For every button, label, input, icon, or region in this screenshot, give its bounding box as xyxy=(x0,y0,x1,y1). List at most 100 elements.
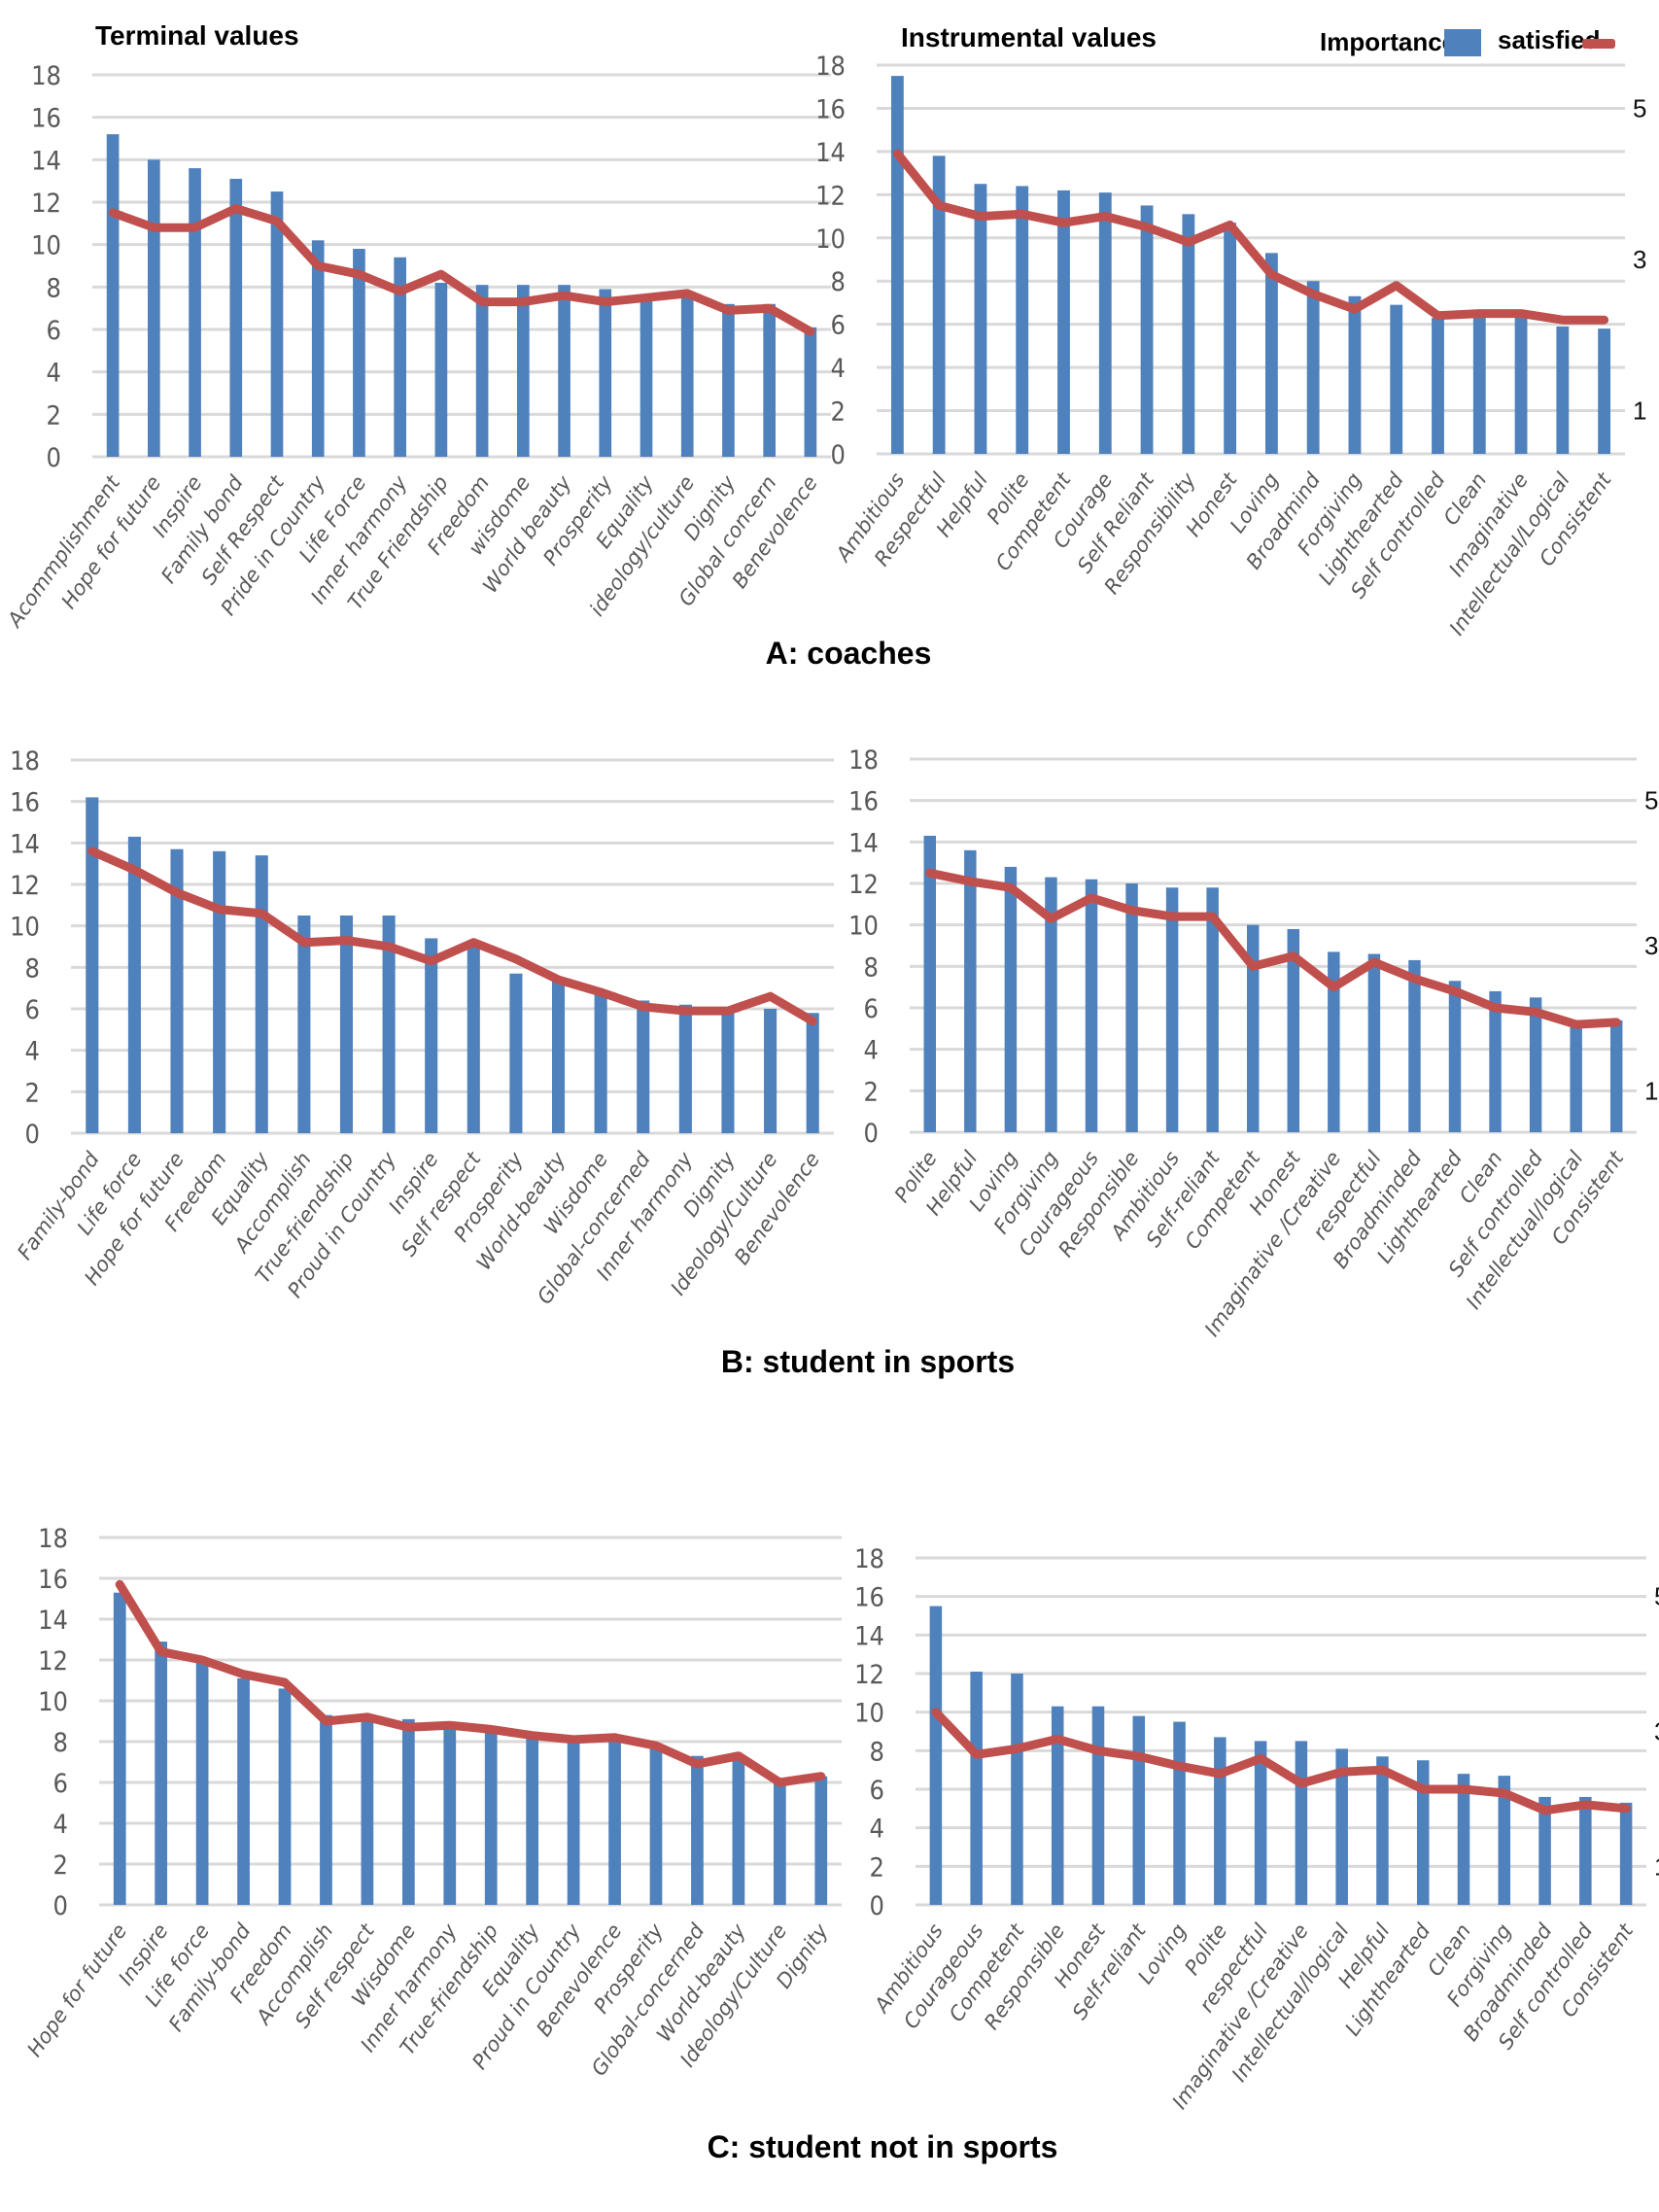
bar-importance xyxy=(1498,1776,1511,1905)
y-tick-label: 14 xyxy=(815,138,846,168)
y-tick-label: 6 xyxy=(831,311,846,341)
bar-importance xyxy=(229,178,243,457)
line-satisfied xyxy=(892,149,1609,325)
bar-importance xyxy=(1287,928,1300,1132)
y-tick-label: 2 xyxy=(864,1077,879,1107)
bar-importance xyxy=(1045,877,1057,1132)
y-tick-label: 8 xyxy=(870,1737,884,1767)
bar-importance xyxy=(1295,1741,1308,1905)
y-tick-label: 18 xyxy=(815,52,846,82)
bar-importance xyxy=(1264,253,1278,454)
y-tick-label: 6 xyxy=(53,1769,68,1799)
bar-importance xyxy=(890,76,904,454)
bar-importance xyxy=(806,1013,819,1133)
bar-importance xyxy=(155,1642,168,1905)
bar-importance xyxy=(804,327,817,457)
bar-importance xyxy=(353,249,365,457)
y-tick-label: 4 xyxy=(47,359,61,389)
right-axis-label: 1 xyxy=(1644,1076,1658,1105)
y-tick-label: 10 xyxy=(10,913,40,943)
bar-importance xyxy=(320,1714,332,1905)
y-tick-label: 6 xyxy=(47,316,61,346)
y-tick-label: 16 xyxy=(854,1583,884,1613)
y-tick-label: 0 xyxy=(53,1891,68,1921)
bar-importance xyxy=(1472,318,1486,454)
right-axis-label: 5 xyxy=(1644,786,1658,815)
bar-importance xyxy=(1051,1706,1064,1905)
y-tick-label: 0 xyxy=(831,440,846,470)
y-tick-label: 14 xyxy=(38,1606,68,1636)
bar-importance xyxy=(311,240,325,457)
y-tick-label: 12 xyxy=(10,871,40,901)
y-tick-label: 2 xyxy=(47,400,61,431)
bar-importance xyxy=(1579,1796,1592,1905)
y-tick-label: 10 xyxy=(31,231,61,261)
bar-importance xyxy=(1619,1802,1633,1905)
bar-importance xyxy=(237,1677,250,1905)
bar-importance xyxy=(195,1660,209,1905)
bar-importance xyxy=(127,836,141,1133)
bar-importance xyxy=(106,134,120,457)
bar-importance xyxy=(401,1718,415,1905)
bar-importance xyxy=(517,285,530,457)
bar-importance xyxy=(1457,1774,1470,1905)
line-satisfied xyxy=(108,204,815,336)
y-tick-label: 10 xyxy=(815,225,846,255)
caption-c: C: student not in sports xyxy=(708,2129,1058,2164)
y-tick-label: 14 xyxy=(848,828,879,858)
bar-importance xyxy=(1390,304,1403,454)
bar-importance xyxy=(1224,223,1237,454)
bar-importance xyxy=(1598,328,1611,454)
y-tick-label: 8 xyxy=(864,952,879,983)
y-tick-label: 18 xyxy=(848,745,879,776)
panels: Terminal values024681012141618Acommplish… xyxy=(2,20,1659,2113)
bar-importance xyxy=(1057,190,1070,454)
bar-importance xyxy=(270,191,284,458)
bar-importance xyxy=(1246,924,1260,1132)
bar-importance xyxy=(213,850,226,1133)
bar-importance xyxy=(1206,887,1219,1132)
y-tick-label: 12 xyxy=(815,181,846,211)
line-satisfied xyxy=(931,1708,1631,1815)
y-tick-label: 12 xyxy=(848,870,879,900)
bar-importance xyxy=(551,978,566,1133)
y-tick-label: 0 xyxy=(864,1119,879,1149)
bar-importance xyxy=(297,916,311,1133)
y-tick-label: 8 xyxy=(25,953,40,984)
y-tick-label: 8 xyxy=(831,267,846,297)
bar-importance xyxy=(1004,866,1018,1132)
bar-importance xyxy=(1132,1715,1146,1905)
chart-panel-1: Terminal values024681012141618Acommplish… xyxy=(2,20,831,633)
chart-panel-4: 024681012141618531PoliteHelpfulLovingFor… xyxy=(848,745,1658,1340)
right-axis-label: 1 xyxy=(1633,397,1646,426)
bar-importance xyxy=(1328,951,1340,1132)
bar-importance xyxy=(1489,990,1502,1132)
legend-importance-swatch xyxy=(1444,29,1481,56)
line-satisfied xyxy=(115,1579,826,1787)
y-tick-label: 16 xyxy=(38,1565,68,1595)
y-tick-label: 0 xyxy=(870,1891,884,1921)
y-tick-label: 18 xyxy=(854,1544,884,1574)
chart-panel-6: 024681012141618531AmbitiousCourageousCom… xyxy=(854,1544,1659,2113)
y-tick-label: 4 xyxy=(53,1810,68,1840)
bar-importance xyxy=(764,1009,778,1133)
bar-importance xyxy=(1348,295,1362,454)
bar-importance xyxy=(763,303,776,457)
bar-importance xyxy=(678,1004,692,1133)
right-axis-label: 1 xyxy=(1654,1851,1659,1881)
x-tick-label: Hope for future xyxy=(22,1919,131,2061)
bar-importance xyxy=(170,848,184,1133)
bar-importance xyxy=(1376,1756,1389,1905)
bar-importance xyxy=(425,938,438,1133)
legend-importance-label: Importance xyxy=(1320,27,1456,56)
bar-importance xyxy=(278,1688,292,1905)
bar-importance xyxy=(1448,981,1462,1132)
y-tick-label: 2 xyxy=(53,1850,68,1881)
bar-importance xyxy=(339,916,354,1133)
y-tick-label: 12 xyxy=(38,1646,68,1676)
bar-importance xyxy=(148,159,160,458)
bar-importance xyxy=(722,303,735,457)
chart-panel-2: Instrumental values024681012141618531Amb… xyxy=(815,22,1646,639)
bar-importance xyxy=(189,168,201,458)
